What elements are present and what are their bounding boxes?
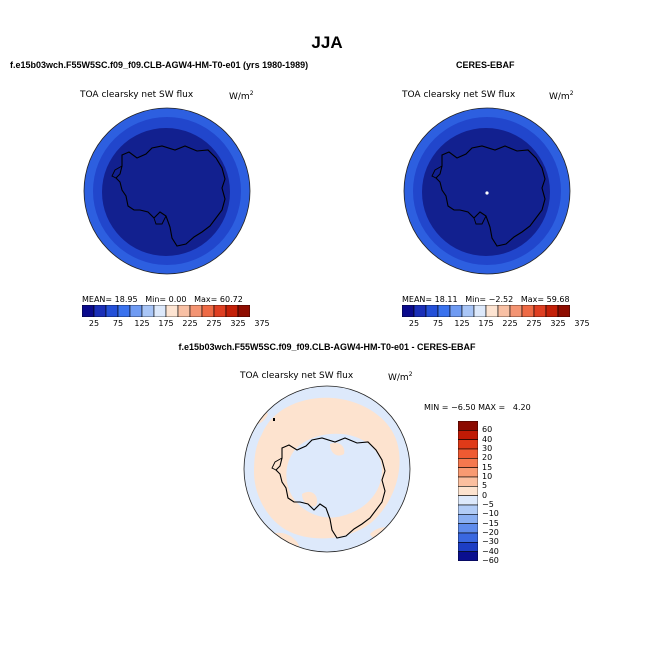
panel-1-map xyxy=(83,107,251,275)
panel-1-colorbar-swatch xyxy=(105,305,119,317)
panel-1-colorbar-swatch xyxy=(82,305,95,317)
panel-3-colorbar-tick-label: 40 xyxy=(482,434,493,444)
panel-3-colorbar-tick-label: −60 xyxy=(482,556,499,565)
panel-3-title: f.e15b03wch.F55W5SC.f09_f09.CLB-AGW4-HM-… xyxy=(178,342,476,352)
panel-1-colorbar-tick-label: 375 xyxy=(254,319,270,328)
panel-1-colorbar-tick-label: 325 xyxy=(230,319,246,328)
panel-2-colorbar-tick-label: 375 xyxy=(574,319,590,328)
panel-3-colorbar-tick-label: −30 xyxy=(482,537,499,547)
panel-3-colorbar-tick-label: −10 xyxy=(482,509,499,519)
panel-3-colorbar-swatch xyxy=(458,523,478,534)
panel-1-colorbar-swatch xyxy=(129,305,143,317)
panel-3-colorbar-tick-label: 20 xyxy=(482,453,493,463)
panel-3-colorbar-tick-label: −5 xyxy=(482,500,494,509)
panel-2-colorbar-tick-label: 325 xyxy=(550,319,566,328)
panel-3-colorbar-swatch xyxy=(458,421,478,431)
panel-3-colorbar-swatch xyxy=(458,495,478,506)
panel-1-stats: MEAN= 18.95 Min= 0.00 Max= 60.72 xyxy=(82,295,243,304)
panel-3-colorbar-tick-label: −20 xyxy=(482,528,499,537)
panel-1-colorbar-tick-label: 75 xyxy=(112,319,124,328)
panel-3-colorbar-swatch xyxy=(458,514,478,524)
panel-3-colorbar-tick-label: 30 xyxy=(482,444,493,453)
panel-1-units: W/m2 xyxy=(229,90,254,102)
panel-1-colorbar-tick-label: 275 xyxy=(206,319,222,328)
panel-2-colorbar-swatch xyxy=(437,305,451,317)
panel-3-colorbar-swatch xyxy=(458,467,478,478)
panel-2-colorbar-swatch xyxy=(402,305,415,317)
panel-1-variable-label: TOA clearsky net SW flux xyxy=(80,90,194,100)
panel-1-colorbar-swatch xyxy=(165,305,179,317)
panel-1-colorbar-swatch xyxy=(201,305,215,317)
panel-1-colorbar-swatch xyxy=(189,305,203,317)
panel-3-colorbar-tick-label: 10 xyxy=(482,472,493,481)
panel-2-colorbar-tick-label: 125 xyxy=(454,319,470,328)
panel-3-colorbar-swatch xyxy=(458,458,478,468)
panel-2-colorbar-swatch xyxy=(557,305,570,317)
panel-3-map xyxy=(243,385,411,553)
panel-3-colorbar-swatch xyxy=(458,476,478,487)
panel-1-colorbar-tick-label: 25 xyxy=(88,319,100,328)
panel-1-colorbar-swatch xyxy=(177,305,191,317)
page-title: JJA xyxy=(311,33,343,52)
panel-3-colorbar-swatch xyxy=(458,439,478,450)
panel-3-colorbar-swatch xyxy=(458,504,478,515)
panel-3-colorbar-tick-label: 5 xyxy=(482,481,488,491)
panel-2-colorbar-swatch xyxy=(425,305,439,317)
panel-2-colorbar-swatch xyxy=(521,305,535,317)
panel-2-colorbar-tick-label: 275 xyxy=(526,319,542,328)
panel-2-colorbar-swatch xyxy=(509,305,523,317)
panel-3-colorbar-tick-label: 15 xyxy=(482,462,493,472)
panel-2-colorbar-swatch xyxy=(449,305,463,317)
panel-1-colorbar-tick-label: 225 xyxy=(182,319,198,328)
panel-2-colorbar-tick-label: 75 xyxy=(432,319,444,328)
panel-2-colorbar-swatch xyxy=(497,305,511,317)
panel-3-positive-ring xyxy=(254,397,400,539)
panel-3-colorbar-swatch xyxy=(458,532,478,543)
panel-3-colorbar-swatch xyxy=(458,430,478,440)
panel-1-title: f.e15b03wch.F55W5SC.f09_f09.CLB-AGW4-HM-… xyxy=(10,60,309,70)
panel-2-colorbar-tick-label: 225 xyxy=(502,319,518,328)
panel-1-colorbar-swatch xyxy=(213,305,227,317)
panel-3-colorbar-swatch xyxy=(458,551,478,561)
panel-1-colorbar-swatch xyxy=(93,305,107,317)
panel-3-colorbar-tick-label: −40 xyxy=(482,546,499,556)
panel-2-colorbar-swatch xyxy=(545,305,559,317)
panel-3-stats: MIN = −6.50 MAX = 4.20 xyxy=(424,403,531,412)
panel-1-colorbar-swatch xyxy=(117,305,131,317)
panel-2-antarctica-coastline xyxy=(435,145,546,247)
panel-3-colorbar-tick-label: 60 xyxy=(482,425,493,435)
panel-3-colorbar-swatch xyxy=(458,486,478,496)
panel-1-colorbar-tick-label: 175 xyxy=(158,319,174,328)
panel-3-colorbar-swatch xyxy=(458,542,478,552)
panel-2-colorbar-tick-label: 175 xyxy=(478,319,494,328)
panel-2-colorbar-swatch xyxy=(461,305,475,317)
panel-2-stats: MEAN= 18.11 Min= −2.52 Max= 59.68 xyxy=(402,295,570,304)
panel-2-map xyxy=(403,107,571,275)
panel-2-colorbar-swatch xyxy=(413,305,427,317)
panel-3-units: W/m2 xyxy=(388,371,413,383)
panel-2-colorbar-swatch xyxy=(533,305,547,317)
panel-1-colorbar-swatch xyxy=(141,305,155,317)
panel-2-pole-marker xyxy=(485,191,489,195)
panel-3-antarctica-coastline xyxy=(275,437,386,539)
panel-3-colorbar-tick-label: −15 xyxy=(482,518,499,528)
panel-1-colorbar xyxy=(82,305,250,317)
panel-1-colorbar-swatch xyxy=(237,305,250,317)
panel-3-variable-label: TOA clearsky net SW flux xyxy=(240,371,354,381)
panel-2-variable-label: TOA clearsky net SW flux xyxy=(402,90,516,100)
panel-1-antarctica-coastline xyxy=(115,145,226,247)
panel-2-colorbar-tick-label: 25 xyxy=(408,319,420,328)
panel-2-colorbar-swatch xyxy=(485,305,499,317)
panel-3-colorbar-tick-label: 0 xyxy=(482,490,488,500)
panel-1-colorbar-swatch xyxy=(153,305,167,317)
panel-2-title: CERES-EBAF xyxy=(456,60,515,70)
panel-1-colorbar-tick-label: 125 xyxy=(134,319,150,328)
panel-3-colorbar xyxy=(458,421,478,561)
panel-2-colorbar-swatch xyxy=(473,305,487,317)
panel-3-colorbar-swatch xyxy=(458,448,478,459)
panel-2-units: W/m2 xyxy=(549,90,574,102)
panel-1-colorbar-swatch xyxy=(225,305,239,317)
panel-2-colorbar xyxy=(402,305,570,317)
